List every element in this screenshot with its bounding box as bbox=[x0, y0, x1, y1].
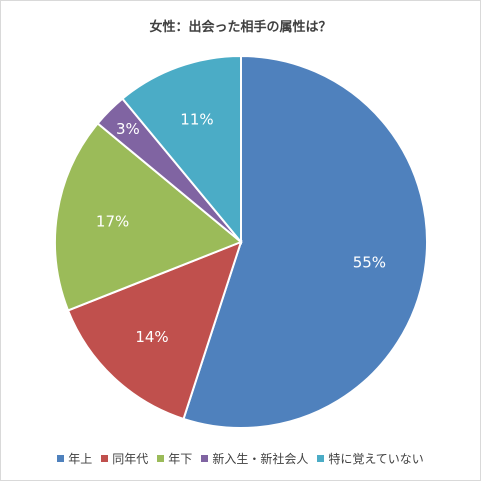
legend-label: 新入生・新社会人 bbox=[212, 452, 309, 466]
data-label-1: 55% bbox=[353, 253, 386, 271]
legend-label: 同年代 bbox=[112, 452, 149, 466]
pie-chart: 55% 14% 17% 3% 11% bbox=[54, 54, 428, 429]
legend-item-1: 年上 bbox=[57, 450, 92, 467]
data-label-4: 3% bbox=[116, 120, 140, 138]
legend: 年上 同年代 年下 新入生・新社会人 特に覚えていない bbox=[1, 450, 480, 467]
legend-label: 年下 bbox=[168, 452, 193, 466]
data-label-3: 17% bbox=[96, 213, 129, 231]
legend-item-5: 特に覚えていない bbox=[317, 450, 424, 467]
legend-item-2: 同年代 bbox=[101, 450, 148, 467]
legend-item-4: 新入生・新社会人 bbox=[201, 450, 308, 467]
pie-slice-3 bbox=[54, 122, 243, 312]
pie-slice-2 bbox=[66, 240, 243, 421]
data-label-2: 14% bbox=[135, 328, 168, 346]
chart-title: 女性：出会った相手の属性は？ bbox=[149, 20, 332, 35]
legend-item-3: 年下 bbox=[157, 450, 192, 467]
legend-label: 年上 bbox=[68, 452, 93, 466]
legend-swatch bbox=[57, 455, 65, 462]
legend-swatch bbox=[317, 455, 325, 462]
data-label-5: 11% bbox=[180, 111, 213, 129]
legend-swatch bbox=[201, 455, 209, 462]
legend-swatch bbox=[157, 455, 165, 462]
legend-swatch bbox=[101, 455, 109, 462]
legend-label: 特に覚えていない bbox=[328, 452, 424, 466]
pie-slice-5 bbox=[121, 54, 242, 245]
pie-slice-1 bbox=[182, 54, 428, 429]
